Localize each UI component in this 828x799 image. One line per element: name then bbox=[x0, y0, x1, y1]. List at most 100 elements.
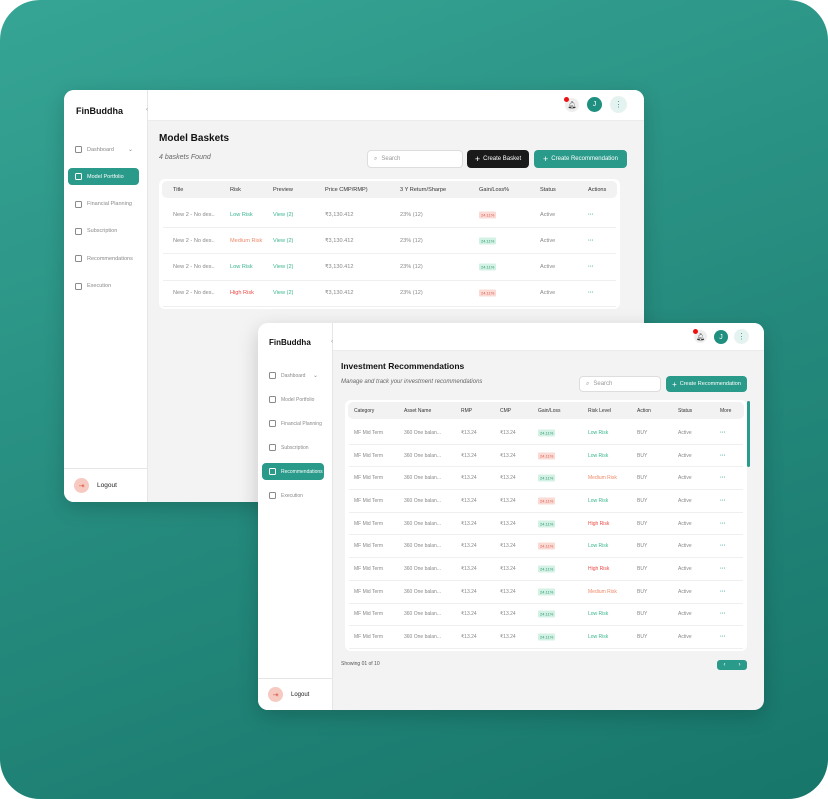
table-row[interactable]: MF Mid Term 360 One balan... ₹13.24 ₹13.24 2… bbox=[349, 513, 743, 536]
more-menu-icon[interactable]: ··· bbox=[720, 634, 726, 641]
sidebar-item-subscription[interactable]: Subscription bbox=[262, 439, 324, 456]
table-row[interactable]: MF Mid Term 360 One balan... ₹13.24 ₹13.24 2… bbox=[349, 445, 743, 468]
search-input[interactable]: ⌕ Search bbox=[367, 150, 463, 168]
avatar[interactable]: J bbox=[714, 330, 728, 344]
table-row[interactable]: MF Mid Term 360 One balan... ₹13.24 ₹13.24 2… bbox=[349, 467, 743, 491]
cell-cat: MF Mid Term bbox=[354, 588, 384, 595]
more-menu-icon[interactable]: ⋮ bbox=[610, 96, 627, 113]
table-row[interactable]: MF Mid Term 360 One balan... ₹13.24 ₹13.24 2… bbox=[349, 626, 743, 649]
sidebar-item-financial-planning[interactable]: Financial Planning bbox=[262, 415, 324, 432]
cell-asset: 360 One balan... bbox=[404, 429, 441, 436]
table-row[interactable]: MF Mid Term 360 One balan... ₹13.24 ₹13.24 2… bbox=[349, 536, 743, 559]
baskets-count: 4 baskets Found bbox=[159, 154, 211, 161]
cell-cat: MF Mid Term bbox=[354, 520, 384, 527]
table-row[interactable]: MF Mid Term 360 One balan... ₹13.24 ₹13.24 2… bbox=[349, 604, 743, 627]
create-recommendation-button[interactable]: + Create Recommendation bbox=[534, 150, 627, 168]
table-row[interactable]: New 2 - No des.. Low Risk View (2) ₹3,130.4… bbox=[163, 255, 616, 281]
sidebar-item-financial-planning[interactable]: Financial Planning bbox=[68, 196, 139, 213]
search-placeholder: Search bbox=[593, 381, 613, 387]
sidebar-item-subscription[interactable]: Subscription bbox=[68, 223, 139, 240]
more-menu-icon[interactable]: ··· bbox=[720, 543, 726, 550]
view-link[interactable]: View (2) bbox=[273, 237, 294, 244]
view-link[interactable]: View (2) bbox=[273, 264, 294, 271]
logout-button[interactable]: ⇥ Logout bbox=[258, 678, 332, 710]
view-link[interactable]: View (2) bbox=[273, 211, 294, 218]
more-menu-icon[interactable]: ··· bbox=[720, 566, 726, 573]
more-menu-icon[interactable]: ··· bbox=[720, 611, 726, 618]
table-row[interactable]: MF Mid Term 360 One balan... ₹13.24 ₹13.24 2… bbox=[349, 490, 743, 513]
cell-risk: Low Risk bbox=[230, 211, 253, 218]
network-icon bbox=[75, 282, 82, 290]
view-link[interactable]: View (2) bbox=[273, 290, 294, 297]
more-menu-icon[interactable]: ··· bbox=[720, 429, 726, 436]
cell-cat: MF Mid Term bbox=[354, 543, 384, 550]
logout-button[interactable]: ⇥ Logout bbox=[64, 468, 147, 502]
cell-action: BUY bbox=[637, 566, 648, 573]
table-row[interactable]: MF Mid Term 360 One balan... ₹13.24 ₹13.24 2… bbox=[349, 558, 743, 581]
create-basket-button[interactable]: + Create Basket bbox=[467, 150, 529, 168]
more-menu-icon[interactable]: ··· bbox=[720, 588, 726, 595]
sidebar-item-model-portfolio[interactable]: Model Portfolio bbox=[262, 391, 324, 408]
cell-asset: 360 One balan... bbox=[404, 452, 441, 459]
more-menu-icon[interactable]: ··· bbox=[720, 452, 726, 459]
column-header: Action bbox=[637, 407, 651, 414]
actions-menu-icon[interactable]: ··· bbox=[588, 237, 594, 244]
create-recommendation-label: Create Recommendation bbox=[551, 156, 618, 162]
next-page-button[interactable]: › bbox=[738, 662, 741, 668]
sidebar-item-dashboard[interactable]: Dashboard ⌄ bbox=[262, 367, 324, 384]
logo: FinBuddha bbox=[269, 338, 311, 347]
table-row[interactable]: MF Mid Term 360 One balan... ₹13.24 ₹13.24 2… bbox=[349, 581, 743, 604]
baskets-table: Title Risk Preview Price CMP/RMP) 3 Y Return… bbox=[159, 179, 620, 309]
avatar[interactable]: J bbox=[587, 97, 602, 112]
cell-action: BUY bbox=[637, 588, 648, 595]
more-menu-icon[interactable]: ··· bbox=[720, 475, 726, 482]
sidebar-item-execution[interactable]: Execution bbox=[262, 487, 324, 504]
notification-bell-icon[interactable]: 🔔︎ bbox=[564, 97, 579, 112]
table-row[interactable]: MF Mid Term 360 One balan... ₹13.24 ₹13.24 2… bbox=[349, 422, 743, 445]
search-icon: ⌕ bbox=[586, 380, 590, 387]
actions-menu-icon[interactable]: ··· bbox=[588, 264, 594, 271]
cell-rmp: ₹13.24 bbox=[461, 566, 477, 573]
create-recommendation-label: Create Recommendation bbox=[679, 381, 741, 387]
sidebar-item-dashboard[interactable]: Dashboard ⌄ bbox=[68, 141, 139, 158]
cell-ret: 23% (12) bbox=[400, 264, 423, 271]
cell-risk: Low Risk bbox=[588, 634, 609, 641]
table-row[interactable]: New 2 - No des.. Low Risk View (2) ₹3,130.4… bbox=[163, 202, 616, 228]
table-row[interactable]: New 2 - No des.. Medium Risk View (2) ₹3,13… bbox=[163, 228, 616, 255]
page-title: Investment Recommendations bbox=[341, 361, 465, 371]
cell-asset: 360 One balan... bbox=[404, 566, 441, 573]
sidebar-item-recommendations[interactable]: Recommendations bbox=[68, 250, 139, 267]
search-input[interactable]: ⌕ Search bbox=[579, 376, 661, 392]
briefcase-icon bbox=[269, 420, 276, 427]
column-header: Title bbox=[173, 186, 184, 193]
more-menu-icon[interactable]: ··· bbox=[720, 497, 726, 504]
cell-status: Active bbox=[678, 452, 692, 459]
column-header: Preview bbox=[273, 186, 293, 193]
recommendations-table: Category Asset Name RMP CMP Gain/Loss Risk Le… bbox=[345, 400, 747, 651]
logo: FinBuddha bbox=[76, 106, 123, 116]
more-menu-icon[interactable]: ··· bbox=[720, 520, 726, 527]
cell-status: Active bbox=[678, 543, 692, 550]
create-recommendation-button[interactable]: + Create Recommendation bbox=[666, 376, 747, 392]
prev-page-button[interactable]: ‹ bbox=[723, 662, 726, 668]
cell-gain: 24.11% bbox=[538, 542, 556, 550]
sidebar-item-execution[interactable]: Execution bbox=[68, 278, 139, 295]
table-header: Title Risk Preview Price CMP/RMP) 3 Y Return… bbox=[162, 181, 617, 198]
cell-cmp: ₹13.24 bbox=[500, 566, 516, 573]
briefcase-icon bbox=[75, 200, 82, 208]
column-header: RMP bbox=[461, 407, 473, 414]
table-row[interactable]: New 2 - No des.. High Risk View (2) ₹3,130.… bbox=[163, 281, 616, 307]
cell-asset: 360 One balan... bbox=[404, 588, 441, 595]
cell-rmp: ₹13.24 bbox=[461, 611, 477, 618]
more-menu-icon[interactable]: ⋮ bbox=[734, 329, 749, 344]
cell-status: Active bbox=[540, 211, 556, 218]
actions-menu-icon[interactable]: ··· bbox=[588, 290, 594, 297]
cell-cat: MF Mid Term bbox=[354, 566, 384, 573]
scrollbar[interactable] bbox=[747, 401, 750, 467]
notification-bell-icon[interactable]: 🔔︎ bbox=[693, 329, 707, 343]
sidebar-item-label: Execution bbox=[281, 492, 303, 499]
sidebar-item-recommendations[interactable]: Recommendations bbox=[262, 463, 324, 480]
cell-action: BUY bbox=[637, 497, 648, 504]
actions-menu-icon[interactable]: ··· bbox=[588, 211, 594, 218]
sidebar-item-model-portfolio[interactable]: Model Portfolio bbox=[68, 168, 139, 186]
